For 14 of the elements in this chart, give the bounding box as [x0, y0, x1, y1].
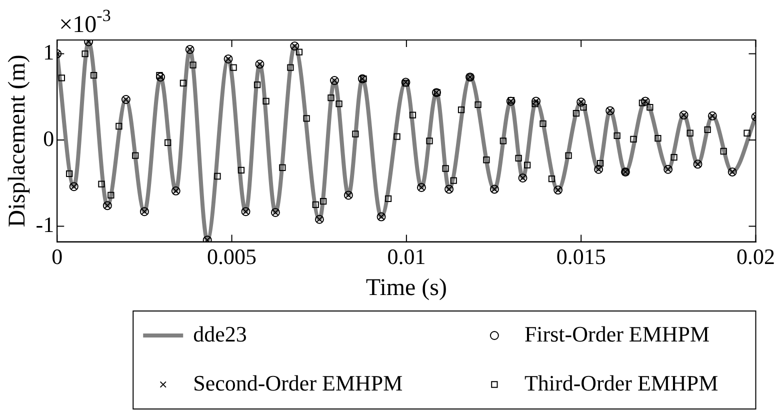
line-series: [57, 40, 756, 242]
x-tick-label: 0.01: [387, 244, 426, 269]
x-axis-title: Time (s): [366, 274, 448, 301]
legend-label: dde23: [193, 321, 247, 346]
x-tick-label: 0.005: [207, 244, 257, 269]
y-tick-label: -1: [36, 212, 54, 238]
x-tick-label: 0.015: [556, 244, 606, 269]
legend-label: First-Order EMHPM: [524, 321, 710, 346]
legend-label: Third-Order EMHPM: [524, 370, 718, 396]
x-tick-label: 0.02: [736, 244, 775, 269]
y-tick-label: 1: [43, 40, 54, 65]
y-axis-title: Displacement (m): [4, 54, 31, 228]
legend-label: Second-Order EMHPM: [193, 370, 403, 396]
y-tick-label: 0: [43, 126, 54, 151]
